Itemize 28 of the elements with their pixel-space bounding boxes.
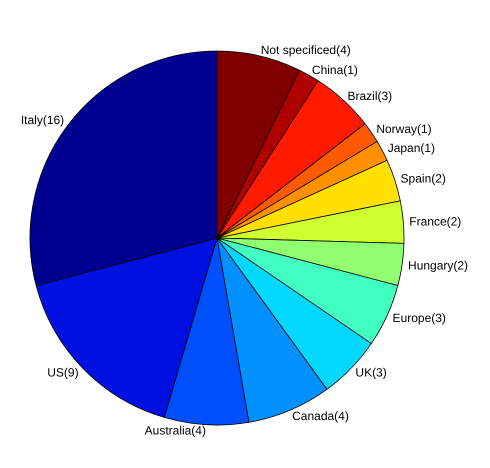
data-label: (3) xyxy=(378,88,392,103)
slice-label: Australia xyxy=(144,424,192,438)
slice-label: France xyxy=(409,214,447,228)
slice-label: China xyxy=(312,62,344,77)
data-label: (16) xyxy=(42,113,64,128)
data-label: (2) xyxy=(446,214,462,228)
slice-label: Japan xyxy=(388,140,420,155)
slice-label: Hungary xyxy=(408,258,454,272)
data-label: (3) xyxy=(372,366,387,380)
data-label: (1) xyxy=(416,122,432,136)
data-label: (2) xyxy=(453,258,468,272)
slice-label: Norway xyxy=(376,122,418,136)
data-label: (1) xyxy=(343,62,358,77)
slice-label: Canada xyxy=(292,408,334,423)
slice-label: Italy xyxy=(20,113,43,128)
data-label: (1) xyxy=(420,140,436,155)
data-label: (4) xyxy=(191,424,206,438)
data-label: (9) xyxy=(64,366,79,380)
slice-label: US xyxy=(47,366,64,380)
slice-label: UK xyxy=(355,366,372,380)
slice-label: Not specificed xyxy=(260,43,336,58)
data-label: (4) xyxy=(336,43,351,58)
data-label: (3) xyxy=(431,311,446,326)
slice-label: Spain xyxy=(400,171,432,186)
data-label: (2) xyxy=(431,171,446,186)
slice-label: Brazil xyxy=(348,88,378,103)
data-label: (4) xyxy=(334,408,349,423)
slice-label: Europe xyxy=(392,311,432,326)
